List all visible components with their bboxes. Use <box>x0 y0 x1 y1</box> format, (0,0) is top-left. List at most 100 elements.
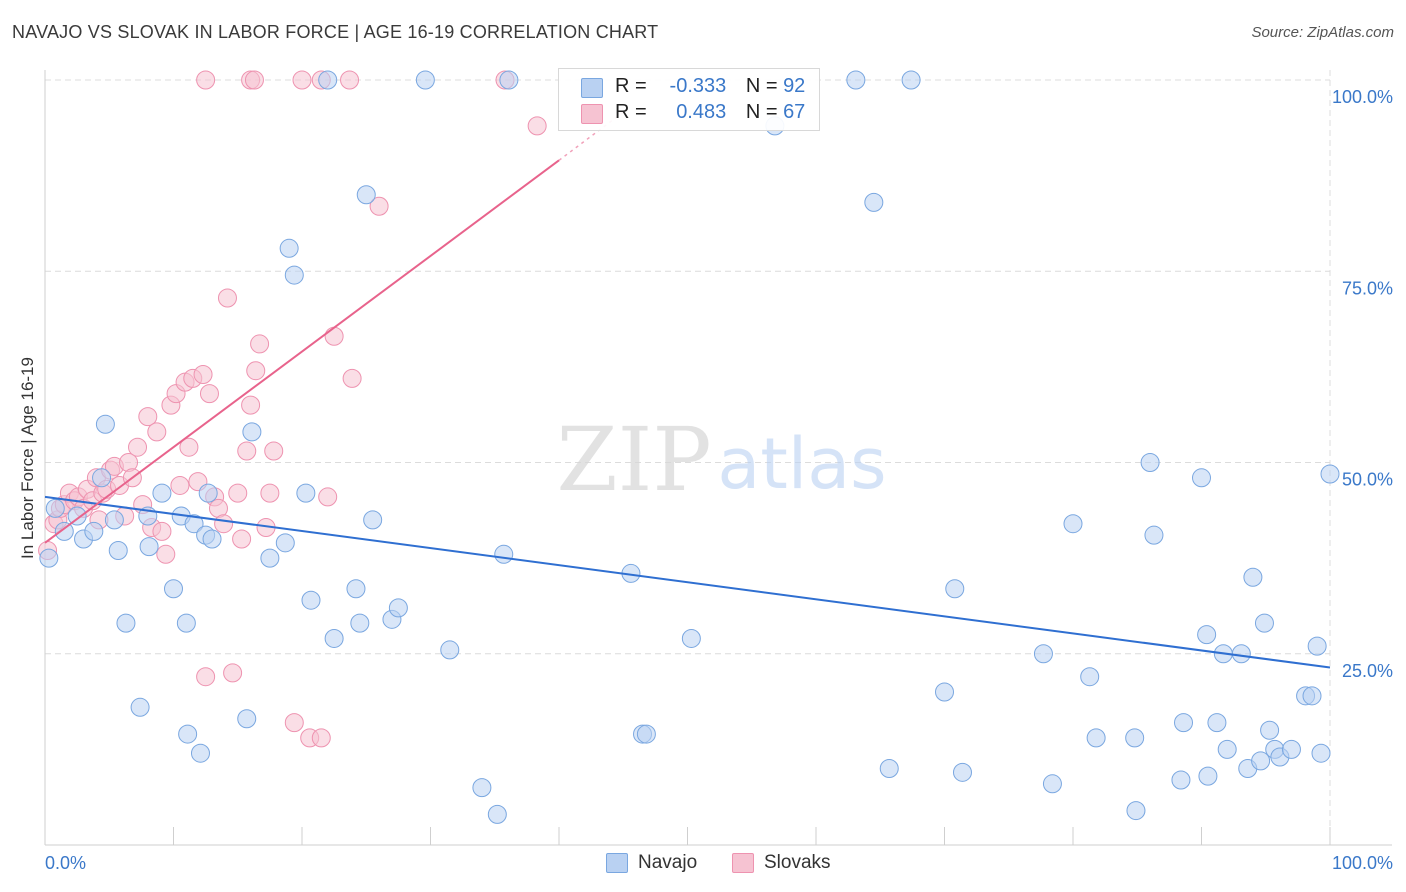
navajo-point <box>1080 667 1100 687</box>
navajo-point <box>1033 644 1053 664</box>
slovaks-point <box>128 437 148 457</box>
navajo-point <box>45 498 65 518</box>
slovaks-point <box>369 196 389 216</box>
navajo-point <box>1063 514 1083 534</box>
navajo-point <box>1260 720 1280 740</box>
slovaks-point <box>264 441 284 461</box>
slovaks-point <box>340 70 360 90</box>
navajo-point <box>1086 728 1106 748</box>
y-tick-label: 50.0% <box>1342 470 1393 490</box>
navajo-point <box>636 724 656 744</box>
slovaks-point <box>311 728 331 748</box>
slovaks-point <box>246 361 266 381</box>
navajo-point <box>1197 625 1217 645</box>
slovaks-point <box>284 713 304 733</box>
slovaks-point <box>250 334 270 354</box>
slovaks-point <box>342 368 362 388</box>
slovaks-point <box>214 514 234 534</box>
navajo-point <box>1192 468 1211 488</box>
slovaks-point <box>152 521 172 541</box>
navajo-point <box>846 70 866 90</box>
navajo-point <box>296 483 316 503</box>
navajo-point <box>350 613 370 633</box>
slovaks-points <box>38 70 547 748</box>
legend-slovaks-text: R = 0.483 N = 67 <box>615 101 805 124</box>
bottom-legend-slovaks-label: Slovaks <box>764 852 831 873</box>
navajo-point <box>1243 567 1263 587</box>
slovaks-point <box>179 437 199 457</box>
navajo-point <box>1174 713 1194 733</box>
slovaks-point <box>244 70 264 90</box>
navajo-point <box>237 709 257 729</box>
navajo-swatch <box>606 853 628 873</box>
legend-n-label: N = <box>745 101 778 123</box>
slovaks-point <box>138 407 158 427</box>
legend-box: R = -0.333 N = 92 R = 0.483 N = 67 <box>558 68 820 131</box>
navajo-point <box>198 483 218 503</box>
navajo-point <box>487 804 507 824</box>
navajo-point <box>1231 644 1251 664</box>
navajo-point <box>130 697 150 717</box>
navajo-point <box>440 640 460 660</box>
navajo-point <box>202 529 222 549</box>
legend-r-label: R = <box>615 101 647 123</box>
slovaks-trendline <box>44 159 560 544</box>
navajo-point <box>472 778 492 798</box>
navajo-point <box>1042 774 1062 794</box>
y-axis-label: In Labor Force | Age 16-19 <box>18 357 37 559</box>
legend-navajo-r: -0.333 <box>669 75 727 97</box>
legend-slovaks-n: 67 <box>783 101 806 123</box>
navajo-point <box>499 70 519 90</box>
navajo-point <box>92 468 112 488</box>
navajo-trendline <box>44 495 1331 669</box>
trend-layer <box>44 111 1331 669</box>
bottom-legend-navajo-label: Navajo <box>638 852 698 873</box>
navajo-point <box>864 192 884 212</box>
legend-slovaks-r: 0.483 <box>676 101 727 123</box>
legend-navajo-n: 92 <box>783 75 806 97</box>
slovaks-point <box>318 487 338 507</box>
navajo-point <box>39 548 59 568</box>
navajo-point <box>116 613 136 633</box>
slovaks-point <box>324 326 344 346</box>
slovaks-point <box>237 441 257 461</box>
slovaks-point <box>156 544 176 564</box>
navajo-point <box>1140 453 1160 472</box>
slovaks-point <box>527 116 547 136</box>
navajo-point <box>935 682 954 702</box>
navajo-point <box>1171 770 1191 790</box>
navajo-point <box>681 628 701 648</box>
navajo-point <box>190 743 210 763</box>
navajo-point <box>415 70 435 90</box>
navajo-point <box>324 628 344 648</box>
navajo-point <box>356 185 376 205</box>
navajo-point <box>1198 766 1218 786</box>
navajo-point <box>1320 464 1340 484</box>
slovaks-point <box>196 667 216 687</box>
navajo-point <box>108 540 128 560</box>
watermark-atlas: atlas <box>717 423 886 505</box>
navajo-point <box>1281 739 1301 759</box>
navajo-point <box>104 510 124 530</box>
slovaks-point <box>260 483 280 503</box>
navajo-point <box>184 514 204 534</box>
navajo-point <box>275 533 295 553</box>
slovaks-point <box>241 395 261 415</box>
slovaks-point <box>292 70 312 90</box>
navajo-point <box>1311 743 1331 763</box>
legend-navajo-text: R = -0.333 N = 92 <box>615 75 805 98</box>
y-tick-label: 25.0% <box>1342 661 1393 681</box>
slovaks-swatch <box>581 104 603 124</box>
navajo-point <box>54 521 74 541</box>
navajo-point <box>1144 525 1164 545</box>
navajo-point <box>301 590 321 610</box>
legend-n-label: N = <box>745 75 778 97</box>
navajo-point <box>346 579 366 599</box>
chart-title: NAVAJO VS SLOVAK IN LABOR FORCE | AGE 16… <box>12 22 659 42</box>
slovaks-point <box>170 475 190 495</box>
navajo-point <box>95 414 115 434</box>
navajo-point <box>1217 739 1237 759</box>
navajo-point <box>952 762 972 782</box>
slovaks-point <box>217 288 237 308</box>
x-tick-label: 100.0% <box>1332 853 1393 873</box>
